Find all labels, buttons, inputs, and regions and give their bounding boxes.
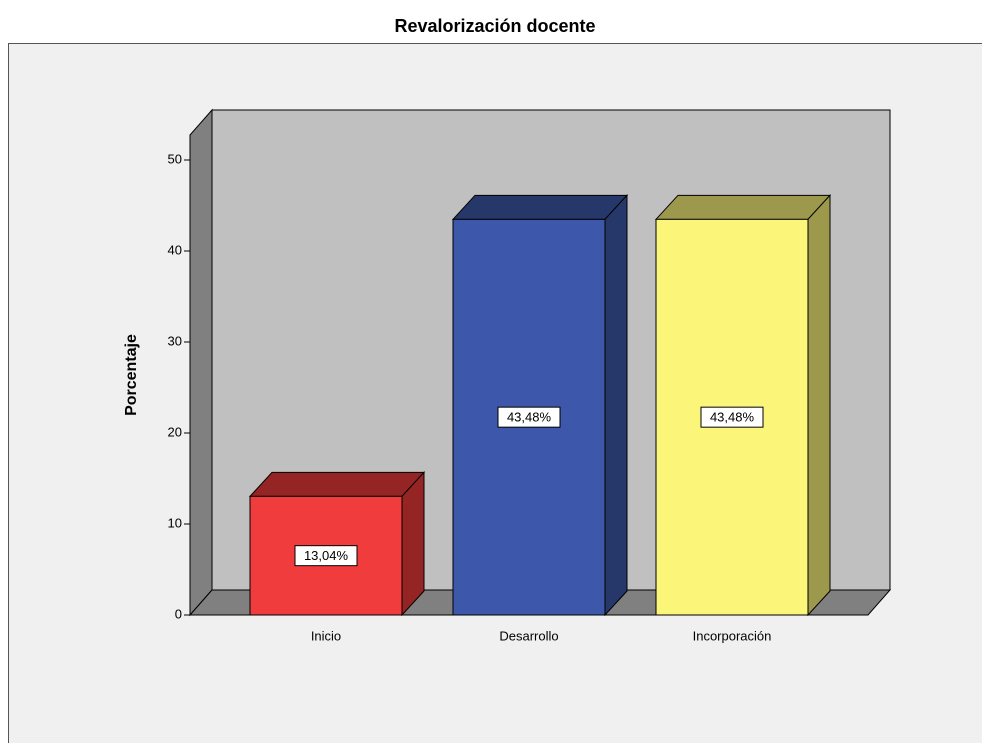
y-tick-label: 40 — [168, 242, 182, 257]
y-tick-label: 0 — [175, 606, 182, 621]
y-tick-label: 30 — [168, 333, 182, 348]
bar-side — [605, 195, 627, 615]
side-wall — [190, 110, 212, 615]
x-tick-label: Inicio — [311, 628, 341, 643]
bar-side — [808, 195, 830, 615]
value-label: 13,04% — [304, 548, 349, 563]
bar-top — [453, 195, 627, 219]
bar-top — [656, 195, 830, 219]
x-tick-label: Desarrollo — [499, 628, 558, 643]
value-label: 43,48% — [710, 410, 755, 425]
bar-top — [250, 472, 424, 496]
chart-title: Revalorización docente — [394, 16, 595, 36]
x-tick-label: Incorporación — [693, 628, 772, 643]
y-tick-label: 50 — [168, 151, 182, 166]
bar-side — [402, 472, 424, 615]
value-label: 43,48% — [507, 410, 552, 425]
y-axis-label: Porcentaje — [123, 334, 140, 416]
y-tick-label: 20 — [168, 424, 182, 439]
y-tick-label: 10 — [168, 515, 182, 530]
